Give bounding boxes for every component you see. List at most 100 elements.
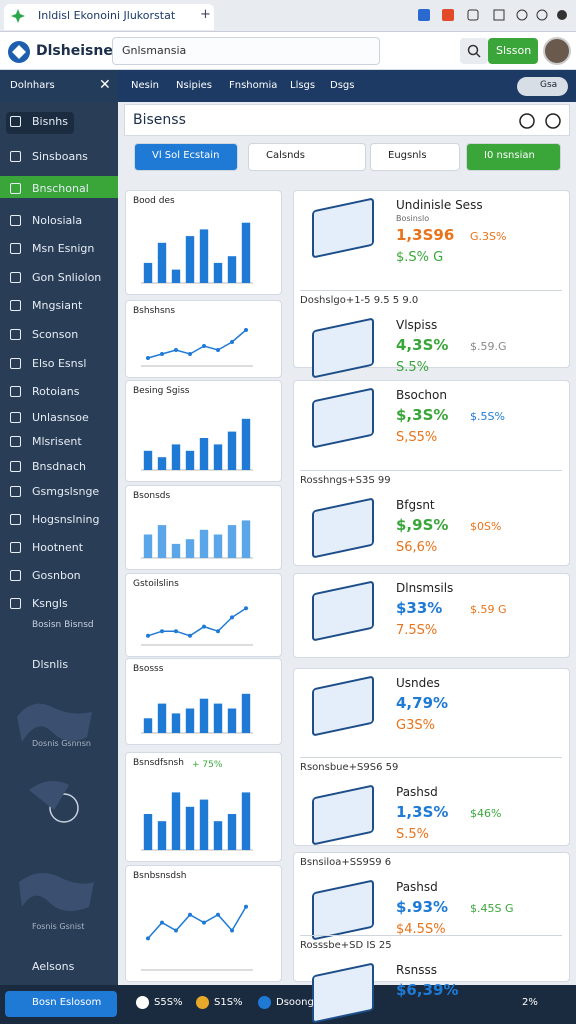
sidebar-search[interactable]: [6, 112, 74, 134]
sidebar-item[interactable]: Gosnbon: [32, 569, 81, 582]
sidebar-item[interactable]: Hootnent: [32, 541, 84, 554]
tab-button[interactable]: [466, 143, 561, 171]
search-button[interactable]: [460, 38, 488, 64]
sidebar-icon: [10, 386, 21, 397]
card-title: Vlspiss: [396, 318, 438, 332]
sidebar-item[interactable]: Mngsiant: [32, 299, 83, 312]
map-decoration: [19, 873, 94, 911]
search-input[interactable]: [112, 37, 380, 65]
card-value: $4.5S%: [396, 922, 446, 937]
bar: [199, 529, 209, 558]
nav-item[interactable]: Dsgs: [330, 80, 355, 91]
sidebar-icon: [10, 151, 21, 162]
footer-button[interactable]: [5, 991, 117, 1017]
bar: [227, 431, 237, 470]
bar: [241, 222, 251, 283]
bar: [157, 457, 167, 470]
bar: [227, 256, 237, 283]
divider: Bsnsiloa+SS9S9 6: [300, 852, 562, 868]
new-tab[interactable]: +: [200, 7, 211, 22]
point: [202, 624, 206, 629]
tab-label: Calsnds: [266, 150, 305, 161]
footer-button-label: Bosn Eslosom: [32, 997, 102, 1008]
bar: [185, 806, 195, 850]
tab-button[interactable]: [134, 143, 238, 171]
sidebar-active[interactable]: [0, 176, 118, 198]
sidebar-item[interactable]: Sinsboans: [32, 150, 88, 163]
footer-stat: S1S%: [214, 997, 243, 1008]
sidebar-item[interactable]: Msn Esnign: [32, 242, 95, 255]
sidebar-icon: [10, 300, 21, 311]
card-value: 7.5S%: [396, 623, 438, 638]
chart-title: Besing Sgiss: [133, 386, 190, 396]
panel-icons[interactable]: [518, 112, 564, 130]
nav-item[interactable]: Nesin: [131, 80, 159, 91]
point: [230, 340, 234, 344]
chart-title: Bsosss: [133, 664, 164, 674]
sidebar-icon: [10, 461, 21, 472]
sidebar-item[interactable]: Unlasnsoe: [32, 411, 89, 424]
footer-stat-icon: [196, 996, 209, 1009]
sidebar-item[interactable]: Bnsdnach: [32, 460, 86, 473]
sidebar-section: Dlsnlis: [32, 658, 69, 671]
card-title: Usndes: [396, 676, 440, 690]
bar: [143, 534, 153, 558]
point: [174, 629, 178, 634]
sidebar-icon: [10, 272, 21, 283]
sidebar-item[interactable]: Elso Esnsl: [32, 357, 87, 370]
card-title: Bsochon: [396, 388, 447, 402]
sidebar-icon: [10, 358, 21, 369]
card-value: $46%: [470, 807, 502, 820]
chart-title: Bsnbsnsdsh: [133, 871, 187, 881]
nav-button[interactable]: [517, 77, 568, 96]
card-value: $.59.G: [470, 340, 507, 353]
sidebar-item[interactable]: Nolosiala: [32, 214, 83, 227]
sidebar-icon: [10, 215, 21, 226]
nav-item[interactable]: Llsgs: [290, 80, 316, 91]
sidebar-icon: [10, 329, 21, 340]
tab[interactable]: [4, 4, 214, 30]
nav-item[interactable]: Nsipies: [176, 80, 212, 91]
avatar[interactable]: [543, 37, 571, 65]
sidebar-icon: [10, 243, 21, 254]
sidebar-item[interactable]: Hogsnslning: [32, 513, 100, 526]
sidebar-item[interactable]: Bisnhs: [32, 115, 69, 128]
tab-button[interactable]: [248, 143, 366, 171]
sidebar-item[interactable]: Bnschonal: [32, 182, 89, 195]
bar: [213, 444, 223, 470]
sidebar-item[interactable]: Gon Snliolon: [32, 271, 102, 284]
bar: [241, 693, 251, 733]
map-label: Fosnis Gsnist: [32, 922, 85, 931]
bar: [157, 525, 167, 558]
bar: [185, 450, 195, 470]
sidebar-item[interactable]: Gsmgslsnge: [32, 485, 100, 498]
primary-button[interactable]: [488, 38, 538, 64]
card-value: G3S%: [396, 718, 435, 733]
card-value: 1,3S%: [396, 803, 449, 821]
tab-title: Inldisl Ekonoini Jlukorstat: [38, 9, 176, 22]
divider: Rsonsbue+S9S6 59: [300, 757, 562, 773]
sidebar-item[interactable]: Sconson: [32, 328, 79, 341]
sidebar-footer[interactable]: Aelsons: [32, 960, 75, 973]
sidebar-item[interactable]: Mlsrisent: [32, 435, 82, 448]
card-value: $,3S%: [396, 406, 449, 424]
bar: [227, 814, 237, 850]
point: [160, 629, 164, 634]
point: [202, 920, 206, 925]
bar: [199, 799, 209, 850]
close-button[interactable]: ✕: [99, 77, 111, 93]
card-value: G.3S%: [470, 230, 507, 243]
card-title: Undinisle Sess: [396, 198, 483, 212]
chart: [141, 328, 253, 367]
nav-item[interactable]: Fnshomia: [229, 80, 278, 91]
chart-note: + 75%: [192, 760, 223, 770]
bar: [171, 792, 181, 850]
sidebar-item[interactable]: Rotoians: [32, 385, 80, 398]
sidebar-item[interactable]: Ksngls: [32, 597, 68, 610]
tab-button[interactable]: [370, 143, 460, 171]
card-value: $,9S%: [396, 516, 449, 534]
card-value: $6,39%: [396, 981, 459, 999]
sidebar-title: Dolnhars: [10, 80, 55, 91]
